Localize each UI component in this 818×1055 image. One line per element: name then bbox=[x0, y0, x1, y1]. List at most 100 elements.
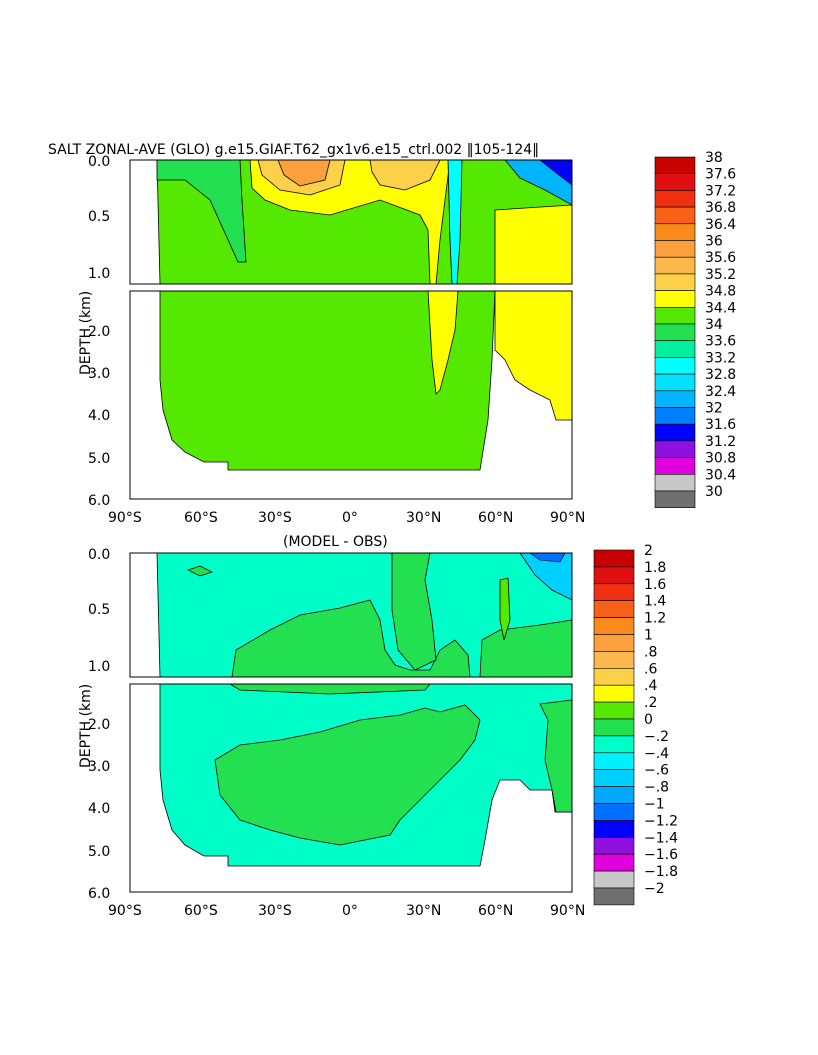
panel1-ytick-5.0: 5.0 bbox=[88, 451, 110, 467]
panel1-title: SALT ZONAL-AVE (GLO) g.e15.GIAF.T62_gx1v… bbox=[48, 142, 539, 158]
colorbar-swatch bbox=[654, 323, 696, 342]
colorbar-swatch bbox=[654, 240, 696, 258]
colorbar-label: .2 bbox=[644, 695, 657, 711]
panel1-ytick-3.0: 3.0 bbox=[88, 366, 110, 382]
colorbar-swatch bbox=[654, 190, 696, 208]
panel1-upper-so-fresh bbox=[156, 159, 247, 263]
colorbar-label: −.6 bbox=[644, 763, 669, 779]
panel1-upper-frame bbox=[129, 159, 573, 285]
panel1-upper-plot bbox=[129, 159, 573, 285]
colorbar-label: 1 bbox=[644, 628, 653, 644]
panel1-ytick-1.0: 1.0 bbox=[88, 266, 110, 282]
colorbar-swatch bbox=[654, 173, 696, 191]
panel2-upper-green-mid bbox=[391, 552, 437, 671]
colorbar-swatch bbox=[593, 752, 635, 770]
panel2-upper-plot bbox=[129, 552, 573, 678]
colorbar-label: 31.6 bbox=[705, 417, 736, 433]
panel2-ytick-1.0: 1.0 bbox=[88, 659, 110, 675]
colorbar-swatch bbox=[654, 290, 696, 308]
colorbar-swatch bbox=[654, 156, 696, 175]
panel1-ytick-6.0: 6.0 bbox=[88, 493, 110, 509]
colorbar-label: 0 bbox=[644, 712, 653, 728]
colorbar-label: −1.2 bbox=[644, 813, 678, 829]
colorbar-swatch bbox=[593, 566, 635, 585]
colorbar-label: 30.8 bbox=[705, 451, 736, 467]
colorbar-swatch bbox=[593, 820, 635, 838]
panel1-lower-base bbox=[159, 290, 496, 471]
colorbar-label: 33.6 bbox=[705, 334, 736, 350]
colorbar-swatch bbox=[654, 340, 696, 358]
colorbar-label: 1.2 bbox=[644, 611, 666, 627]
panel2-ytick-2.0: 2.0 bbox=[88, 717, 110, 733]
colorbar-swatch bbox=[593, 735, 635, 754]
panel2-xtick-60s: 60°S bbox=[184, 903, 218, 919]
panel1-ytick-2.0: 2.0 bbox=[88, 324, 110, 340]
colorbar-swatch bbox=[654, 423, 696, 442]
colorbar-label: 33.2 bbox=[705, 350, 736, 366]
colorbar-label: 34 bbox=[705, 317, 723, 333]
colorbar-label: .4 bbox=[644, 678, 657, 694]
colorbar-swatch bbox=[593, 853, 635, 872]
colorbar-label: 37.6 bbox=[705, 167, 736, 183]
colorbar-label: 36.8 bbox=[705, 200, 736, 216]
colorbar-label: −1.4 bbox=[644, 830, 678, 846]
panel2-upper-frame bbox=[129, 552, 573, 678]
colorbar-label: 30 bbox=[705, 484, 723, 500]
panel1-lower-na-yellow bbox=[427, 290, 459, 395]
colorbar-swatch bbox=[654, 306, 696, 325]
colorbar-swatch bbox=[654, 440, 696, 458]
panel2-lower-green-band bbox=[214, 704, 481, 846]
colorbar-label: −.8 bbox=[644, 780, 669, 796]
panel2-ytick-0.0: 0.0 bbox=[88, 547, 110, 563]
panel1-ytick-0.5: 0.5 bbox=[88, 209, 110, 225]
colorbar-label: 1.6 bbox=[644, 577, 666, 593]
panel2-upper-green-tongue bbox=[231, 599, 471, 678]
colorbar-swatch bbox=[654, 223, 696, 241]
panel2-ylabel: DEPTH (km) bbox=[78, 684, 94, 768]
panel1-colorbar: 3837.637.236.836.43635.635.234.834.43433… bbox=[654, 150, 736, 509]
panel1-y-axis: 0.0 0.5 1.0 2.0 3.0 4.0 5.0 6.0 DEPTH (k… bbox=[78, 154, 110, 509]
panel1-lower-plot bbox=[129, 290, 573, 500]
colorbar-swatch bbox=[654, 206, 696, 225]
colorbar-label: .8 bbox=[644, 644, 657, 660]
colorbar-label: −.2 bbox=[644, 729, 669, 745]
colorbar-label: 37.2 bbox=[705, 183, 736, 199]
panel1-upper-arctic bbox=[494, 204, 573, 285]
panel1-xtick-60n: 60°N bbox=[478, 510, 513, 526]
panel2-ytick-3.0: 3.0 bbox=[88, 759, 110, 775]
colorbar-label: 34.8 bbox=[705, 284, 736, 300]
panel1-xtick-0: 0° bbox=[342, 510, 358, 526]
colorbar-label: 36 bbox=[705, 234, 723, 250]
panel2-title: (MODEL - OBS) bbox=[283, 534, 388, 550]
colorbar-label: 34.4 bbox=[705, 300, 736, 316]
panel1-x-axis: 90°S 60°S 30°S 0° 30°N 60°N 90°N bbox=[108, 510, 585, 526]
panel1-xtick-60s: 60°S bbox=[184, 510, 218, 526]
colorbar-swatch bbox=[654, 373, 696, 392]
colorbar-label: −.4 bbox=[644, 746, 669, 762]
colorbar-swatch bbox=[593, 887, 635, 906]
panel2-colorbar: 21.81.61.41.21.8.6.4.20−.2−.4−.6−.8−1−1.… bbox=[593, 543, 678, 906]
panel1-xtick-30n: 30°N bbox=[406, 510, 441, 526]
panel2-ytick-4.0: 4.0 bbox=[88, 801, 110, 817]
panel1-lower-arctic-yellow bbox=[494, 290, 573, 421]
panel2-y-axis: 0.0 0.5 1.0 2.0 3.0 4.0 5.0 6.0 DEPTH (k… bbox=[78, 547, 110, 902]
colorbar-swatch bbox=[654, 490, 696, 509]
colorbar-swatch bbox=[593, 718, 635, 737]
panel2-lower-plot bbox=[129, 683, 573, 893]
colorbar-label: 31.2 bbox=[705, 434, 736, 450]
colorbar-label: 1.4 bbox=[644, 594, 666, 610]
colorbar-swatch bbox=[593, 836, 635, 855]
panel2-ytick-6.0: 6.0 bbox=[88, 886, 110, 902]
panel2-ytick-0.5: 0.5 bbox=[88, 602, 110, 618]
colorbar-label: .6 bbox=[644, 661, 657, 677]
colorbar-label: −1 bbox=[644, 797, 665, 813]
panel1-xtick-90s: 90°S bbox=[108, 510, 142, 526]
colorbar-swatch bbox=[593, 803, 635, 821]
panel1-ytick-0.0: 0.0 bbox=[88, 154, 110, 170]
colorbar-swatch bbox=[654, 457, 696, 475]
colorbar-swatch bbox=[593, 634, 635, 652]
panel2-xtick-90n: 90°N bbox=[550, 903, 585, 919]
colorbar-swatch bbox=[654, 473, 696, 492]
colorbar-swatch bbox=[654, 357, 696, 375]
panel2-xtick-0: 0° bbox=[342, 903, 358, 919]
